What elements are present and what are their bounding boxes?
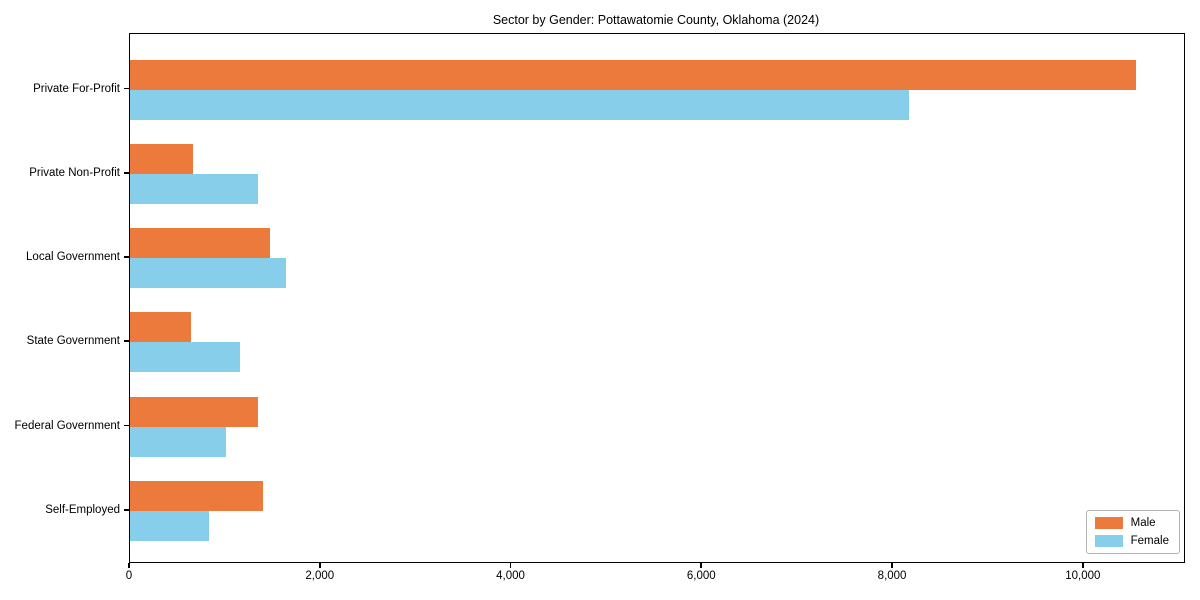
bar-male-1 xyxy=(130,143,193,174)
legend-label-female: Female xyxy=(1130,535,1169,547)
y-tick-label: Private Non-Profit xyxy=(29,166,120,179)
bar-female-1 xyxy=(130,173,258,204)
x-tick-label: 2,000 xyxy=(305,570,335,582)
x-tick-mark xyxy=(509,563,512,568)
x-tick-mark xyxy=(891,563,893,568)
bar-female-5 xyxy=(130,511,210,541)
y-tick-mark xyxy=(124,171,129,174)
x-tick-mark xyxy=(700,563,703,568)
x-tick-mark xyxy=(318,563,321,568)
legend: Male Female xyxy=(1085,510,1180,554)
x-tick-label: 0 xyxy=(125,570,133,582)
y-tick-mark xyxy=(124,509,129,511)
x-tick-label: 10,000 xyxy=(1065,570,1101,582)
chart-title: Sector by Gender: Pottawatomie County, O… xyxy=(492,13,820,27)
y-tick-label: Federal Government xyxy=(14,419,120,432)
bar-male-3 xyxy=(130,312,192,343)
y-tick-label: State Government xyxy=(26,335,120,348)
bar-male-2 xyxy=(130,228,271,259)
x-tick-label: 4,000 xyxy=(496,570,525,582)
y-tick-label: Private For-Profit xyxy=(33,82,120,95)
x-tick-mark xyxy=(128,563,130,568)
legend-label-male: Male xyxy=(1130,517,1156,529)
legend-swatch-male xyxy=(1094,517,1123,529)
legend-item-male: Male xyxy=(1094,517,1169,529)
bar-female-4 xyxy=(130,426,227,457)
legend-item-female: Female xyxy=(1094,535,1169,547)
y-tick-mark xyxy=(124,256,129,258)
y-tick-label: Self-Employed xyxy=(45,504,120,516)
bar-female-0 xyxy=(130,89,910,120)
bar-male-0 xyxy=(130,59,1137,90)
x-tick-label: 8,000 xyxy=(877,570,907,582)
bar-male-5 xyxy=(130,481,263,511)
legend-swatch-female xyxy=(1094,535,1123,547)
bar-male-4 xyxy=(130,396,258,427)
y-tick-mark xyxy=(124,87,129,90)
x-tick-label: 6,000 xyxy=(686,570,716,582)
y-tick-mark xyxy=(124,340,129,343)
x-tick-mark xyxy=(1081,563,1084,568)
plot-area: Male Female xyxy=(129,33,1185,563)
bar-female-2 xyxy=(130,258,287,289)
y-tick-label: Local Government xyxy=(26,251,120,264)
bar-female-3 xyxy=(130,342,240,373)
y-tick-mark xyxy=(124,424,129,427)
